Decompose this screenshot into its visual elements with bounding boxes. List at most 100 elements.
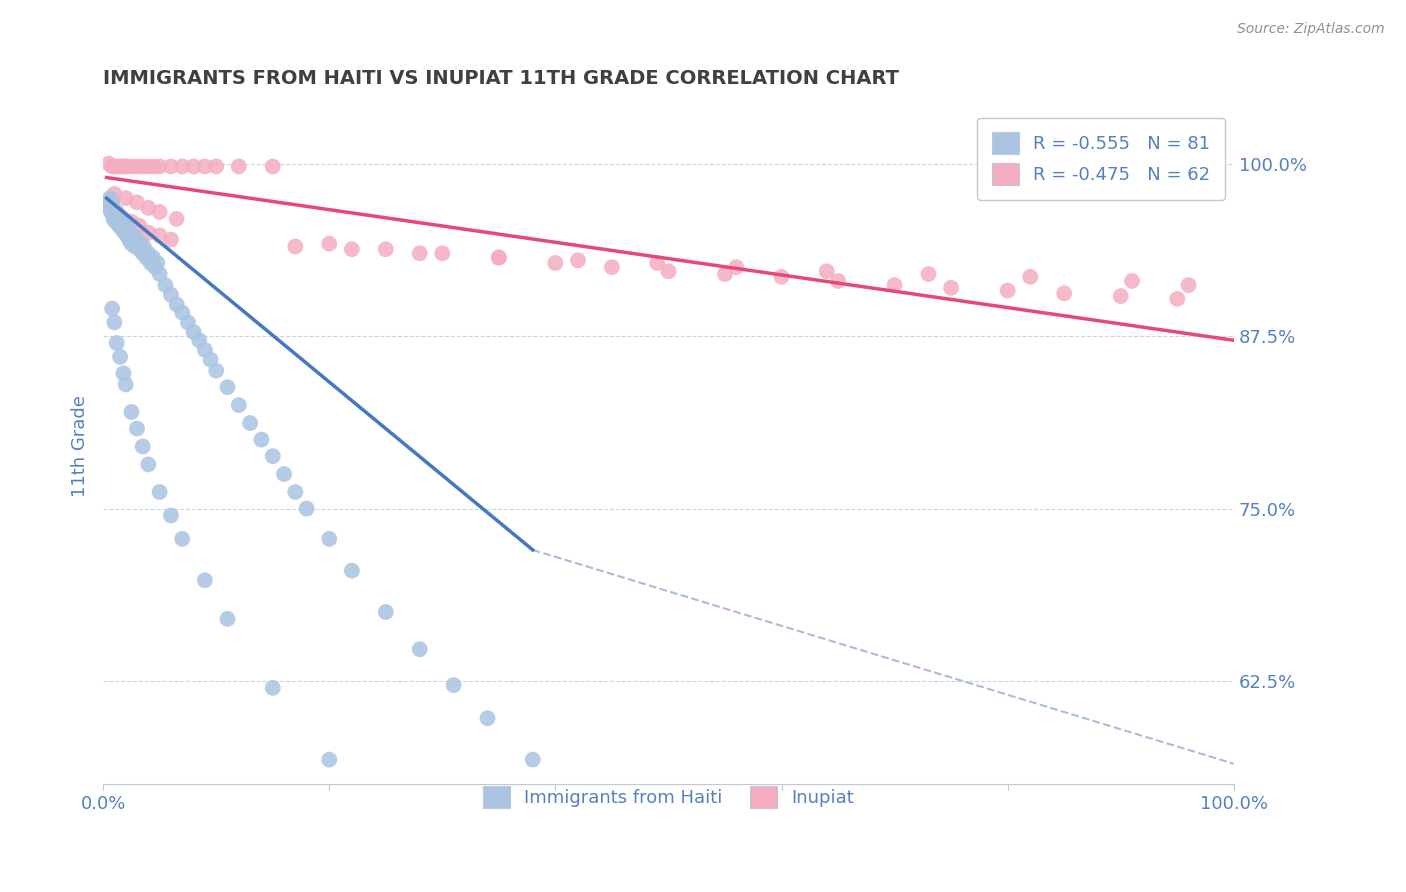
Point <box>135 251 157 265</box>
Point <box>149 160 172 174</box>
Point <box>138 458 160 472</box>
Point <box>600 260 623 274</box>
Point <box>488 251 510 265</box>
Point <box>118 233 141 247</box>
Point <box>166 211 188 226</box>
Point <box>284 239 307 253</box>
Point <box>142 251 165 265</box>
Point <box>101 198 124 212</box>
Point <box>120 214 142 228</box>
Point <box>139 256 162 270</box>
Point <box>228 398 250 412</box>
Point <box>104 214 127 228</box>
Point <box>101 160 124 174</box>
Point <box>114 377 136 392</box>
Point <box>432 246 454 260</box>
Point <box>143 160 166 174</box>
Point <box>172 306 194 320</box>
Point <box>262 449 284 463</box>
Point <box>108 350 131 364</box>
Point <box>97 157 120 171</box>
Point <box>172 160 194 174</box>
Point <box>409 642 432 657</box>
Point <box>177 315 200 329</box>
Point <box>714 267 737 281</box>
Point <box>122 228 145 243</box>
Point <box>815 264 838 278</box>
Point <box>120 236 142 251</box>
Point <box>284 485 307 500</box>
Point <box>117 221 139 235</box>
Point <box>131 440 153 454</box>
Point <box>108 160 131 174</box>
Text: IMMIGRANTS FROM HAITI VS INUPIAT 11TH GRADE CORRELATION CHART: IMMIGRANTS FROM HAITI VS INUPIAT 11TH GR… <box>103 69 898 87</box>
Point <box>544 256 567 270</box>
Point <box>188 333 211 347</box>
Point <box>205 363 228 377</box>
Point <box>114 191 136 205</box>
Point <box>645 256 668 270</box>
Point <box>105 205 128 219</box>
Point <box>183 160 205 174</box>
Point <box>477 711 499 725</box>
Point <box>108 209 131 223</box>
Point <box>939 281 962 295</box>
Point <box>149 267 172 281</box>
Point <box>128 242 150 256</box>
Point <box>883 278 905 293</box>
Y-axis label: 11th Grade: 11th Grade <box>72 395 89 498</box>
Point <box>111 223 134 237</box>
Point <box>101 198 124 212</box>
Point <box>155 278 177 293</box>
Point <box>374 605 396 619</box>
Point <box>108 219 131 233</box>
Point <box>295 501 318 516</box>
Point <box>138 201 160 215</box>
Point <box>194 160 217 174</box>
Point <box>318 753 340 767</box>
Text: Source: ZipAtlas.com: Source: ZipAtlas.com <box>1237 22 1385 37</box>
Point <box>1019 269 1042 284</box>
Point <box>96 198 118 212</box>
Point <box>205 160 228 174</box>
Point <box>98 191 121 205</box>
Point <box>409 246 432 260</box>
Point <box>120 405 142 419</box>
Point <box>124 239 146 253</box>
Point <box>129 236 152 251</box>
Point <box>112 214 135 228</box>
Point <box>103 211 125 226</box>
Point <box>146 256 169 270</box>
Point <box>101 301 124 316</box>
Point <box>120 226 142 240</box>
Point <box>112 367 135 381</box>
Point <box>239 416 262 430</box>
Point <box>1109 289 1132 303</box>
Point <box>217 380 239 394</box>
Point <box>172 532 194 546</box>
Point <box>262 681 284 695</box>
Point <box>132 239 155 253</box>
Point <box>340 564 363 578</box>
Point <box>114 219 136 233</box>
Point <box>105 336 128 351</box>
Point <box>160 508 183 523</box>
Point <box>1121 274 1143 288</box>
Point <box>103 160 125 174</box>
Point <box>105 205 128 219</box>
Point <box>125 160 148 174</box>
Point <box>100 205 122 219</box>
Point <box>103 187 125 202</box>
Point <box>160 233 183 247</box>
Point <box>138 226 160 240</box>
Point <box>97 195 120 210</box>
Point <box>374 242 396 256</box>
Point <box>567 253 589 268</box>
Point <box>1177 278 1199 293</box>
Point <box>250 433 273 447</box>
Point <box>217 612 239 626</box>
Point <box>488 251 510 265</box>
Legend: Immigrants from Haiti, Inupiat: Immigrants from Haiti, Inupiat <box>468 772 869 822</box>
Point <box>131 246 153 260</box>
Point <box>149 205 172 219</box>
